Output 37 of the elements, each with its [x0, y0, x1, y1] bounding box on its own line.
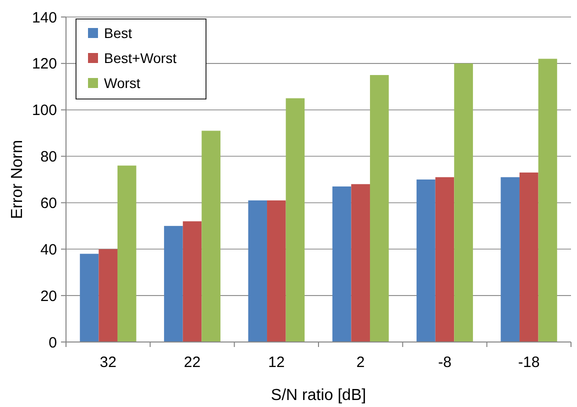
- bar: [267, 200, 286, 342]
- bar: [370, 75, 389, 342]
- y-tick-label: 100: [32, 102, 57, 120]
- bar: [454, 63, 473, 342]
- y-tick-label: 20: [40, 288, 57, 305]
- legend-label: Best+Worst: [104, 50, 177, 66]
- x-axis-title: S/N ratio [dB]: [270, 387, 366, 404]
- bar: [286, 98, 305, 342]
- bar: [182, 221, 202, 342]
- bar: [538, 58, 558, 342]
- legend-label: Best: [104, 24, 132, 41]
- legend-label: Worst: [104, 74, 140, 91]
- bar: [117, 166, 136, 342]
- bar: [80, 254, 99, 342]
- y-tick-label: 40: [40, 241, 57, 258]
- x-tick-label: 12: [268, 354, 285, 371]
- bar: [351, 184, 370, 342]
- y-tick-label: 120: [32, 56, 57, 73]
- y-tick-label: 0: [48, 334, 57, 352]
- bar: [332, 186, 352, 342]
- bar: [164, 226, 183, 342]
- bar: [435, 177, 454, 342]
- bar: [520, 172, 538, 342]
- x-tick-label: -18: [518, 354, 540, 371]
- bar: [248, 200, 268, 342]
- y-tick-label: 80: [40, 148, 57, 166]
- x-tick-label: 32: [100, 354, 116, 371]
- bar: [416, 180, 436, 342]
- bar: [202, 130, 220, 342]
- x-tick-label: -8: [438, 354, 452, 371]
- bar: [98, 249, 118, 342]
- x-tick-label: 22: [184, 354, 201, 371]
- y-axis-title: Error Norm: [9, 140, 26, 220]
- bar: [500, 177, 520, 342]
- x-tick-label: 2: [356, 354, 365, 371]
- y-tick-label: 140: [32, 9, 57, 26]
- y-tick-label: 60: [40, 194, 57, 212]
